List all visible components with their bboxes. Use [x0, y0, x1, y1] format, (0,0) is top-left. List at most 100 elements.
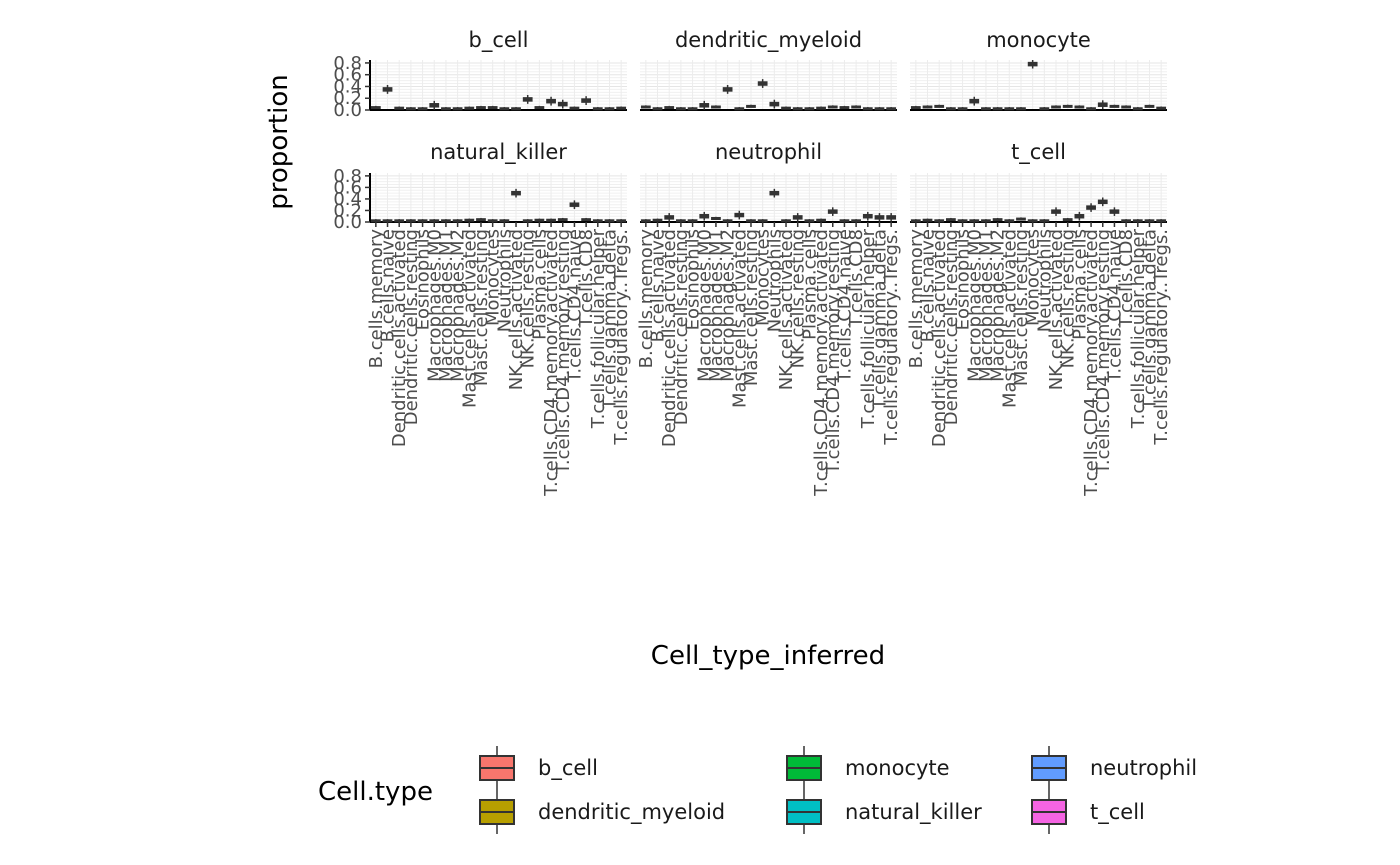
x-tick-label: T.cells.CD4.naive	[1104, 229, 1125, 383]
box-Neutrophils	[769, 190, 780, 196]
x-tick-label: Mast.cells.activated	[999, 229, 1020, 408]
facet-neutrophil: neutrophil B.cells.memoryB.cells.naiveDen…	[636, 140, 902, 497]
x-tick-label: Macrophages.M1	[976, 229, 997, 382]
box-T.cells.CD8	[851, 105, 861, 109]
x-axis-title: Cell_type_inferred	[651, 641, 885, 671]
facet-strip-label: natural_killer	[430, 140, 567, 165]
box-B.cells.naive	[652, 218, 663, 222]
box-NK.cells.resting	[792, 215, 803, 220]
box-T.cells.CD4.memory.resting	[1097, 199, 1108, 205]
x-tick-label: Mast.cells.resting	[741, 229, 762, 386]
box-B.cells.memory	[910, 219, 921, 223]
box-Mast.cells.activated	[1004, 107, 1015, 111]
box-Plasma.cells	[1074, 214, 1085, 219]
x-tick-label: Macrophages.M0	[694, 229, 715, 382]
y-axis-title: proportion	[264, 74, 294, 209]
box-T.cells.CD4.naive	[569, 106, 580, 110]
box-T.cells.CD4.memory.activated	[1086, 205, 1096, 210]
box-T.cells.gamma.delta	[604, 219, 615, 223]
x-tick-label: Neutrophils	[1034, 229, 1055, 332]
x-tick-label: NK.cells.resting	[1058, 229, 1079, 368]
box-Dendritic.cells.activated	[664, 215, 675, 220]
x-tick-label: B.cells.naive	[378, 229, 399, 342]
y-tick-label: 0.8	[333, 166, 362, 187]
x-tick-label: NK.cells.activated	[776, 229, 797, 390]
legend-label: b_cell	[538, 756, 598, 781]
y-tick-label: 0.6	[333, 177, 362, 198]
x-tick-label: Monocytes	[483, 229, 504, 326]
box-Macrophages.M0	[969, 219, 980, 223]
box-T.cells.CD8	[1121, 105, 1131, 109]
box-NK.cells.activated	[511, 107, 521, 111]
facet-strip-label: neutrophil	[715, 140, 822, 164]
box-Monocytes	[487, 219, 498, 223]
box-Macrophages.M1	[711, 217, 721, 221]
x-tick-label: T.cells.CD4.memory.resting	[823, 229, 844, 475]
box-T.cells.CD4.naive	[1109, 104, 1120, 108]
facet-t_cell: t_cell B.cells.memoryB.cells.naiveDendrit…	[906, 140, 1172, 497]
box-Mast.cells.activated	[464, 218, 475, 222]
box-Mast.cells.resting	[476, 106, 486, 110]
box-NK.cells.activated	[1051, 105, 1061, 109]
box-T.cells.CD4.naive	[839, 106, 850, 110]
box-T.cells.regulatory..Tregs.	[886, 215, 897, 220]
x-tick-label: NK.cells.resting	[518, 229, 539, 368]
x-tick-label: Macrophages.M2	[718, 229, 739, 382]
x-tick-label: T.cells.gamma.delta	[599, 229, 620, 411]
x-tick-label: T.cells.CD4.memory.resting	[553, 229, 574, 475]
x-tick-label: NK.cells.activated	[506, 229, 527, 390]
x-tick-label: T.cells.CD4.memory.activated	[1081, 229, 1102, 497]
x-tick-label: B.cells.memory	[636, 229, 657, 369]
box-Neutrophils	[769, 101, 780, 107]
legend-item-natural_killer: natural_killer	[786, 790, 982, 834]
box-Mast.cells.resting	[1016, 217, 1026, 221]
x-tick-label: T.cells.CD8	[846, 229, 867, 329]
box-Dendritic.cells.resting	[406, 107, 416, 111]
box-B.cells.memory	[910, 106, 921, 110]
x-tick-label: T.cells.CD8	[576, 229, 597, 329]
y-tick-label: 0.4	[333, 189, 362, 210]
legend: b_cell dendritic_myeloid monocyte natural_k…	[479, 746, 1197, 834]
box-T.cells.follicular.helper	[862, 214, 873, 219]
box-NK.cells.activated	[781, 106, 791, 110]
box-Plasma.cells	[804, 219, 815, 223]
box-T.cells.CD8	[1121, 219, 1131, 223]
x-tick-label: Mast.cells.resting	[1011, 229, 1032, 386]
x-tick-label: Monocytes	[753, 229, 774, 326]
x-tick-label: Macrophages.M0	[964, 229, 985, 382]
box-B.cells.naive	[922, 105, 933, 109]
x-tick-label: T.cells.follicular.helper	[1128, 228, 1149, 429]
x-tick-label: Neutrophils	[494, 229, 515, 332]
box-B.cells.memory	[640, 219, 651, 223]
box-T.cells.CD4.memory.activated	[546, 98, 556, 104]
x-tick-label: Neutrophils	[764, 229, 785, 332]
box-Neutrophils	[499, 219, 510, 223]
legend-title: Cell.type	[318, 777, 433, 807]
facet-natural_killer: natural_killer 0.00.20.40.60.8 B.cells.mem…	[333, 140, 632, 497]
box-Macrophages.M1	[981, 107, 991, 111]
y-tick-label: 0.0	[333, 212, 362, 233]
legend-label: dendritic_myeloid	[538, 800, 725, 825]
box-T.cells.regulatory..Tregs.	[1156, 219, 1167, 223]
panel-background	[370, 173, 627, 222]
box-Macrophages.M2	[722, 87, 733, 92]
box-Neutrophils	[499, 107, 510, 111]
box-T.cells.gamma.delta	[874, 215, 885, 220]
box-T.cells.CD4.memory.resting	[557, 101, 568, 107]
box-Mast.cells.activated	[464, 106, 475, 110]
box-T.cells.CD4.memory.resting	[557, 218, 568, 222]
x-tick-label: T.cells.CD4.naive	[564, 229, 585, 383]
panel-background	[640, 173, 897, 222]
x-tick-label: Mast.cells.activated	[459, 229, 480, 408]
x-tick-label: Plasma.cells	[529, 229, 550, 340]
box-Macrophages.M2	[992, 218, 1003, 222]
box-Mast.cells.activated	[734, 107, 745, 111]
legend-item-monocyte: monocyte	[786, 746, 950, 790]
facet-strip-label: dendritic_myeloid	[675, 28, 862, 53]
x-tick-label: Dendritic.cells.activated	[659, 229, 680, 447]
box-Dendritic.cells.activated	[934, 219, 945, 223]
box-Macrophages.M0	[969, 98, 980, 104]
box-T.cells.regulatory..Tregs.	[616, 219, 627, 223]
x-tick-label: T.cells.CD8	[1116, 229, 1137, 329]
box-B.cells.naive	[652, 107, 663, 111]
